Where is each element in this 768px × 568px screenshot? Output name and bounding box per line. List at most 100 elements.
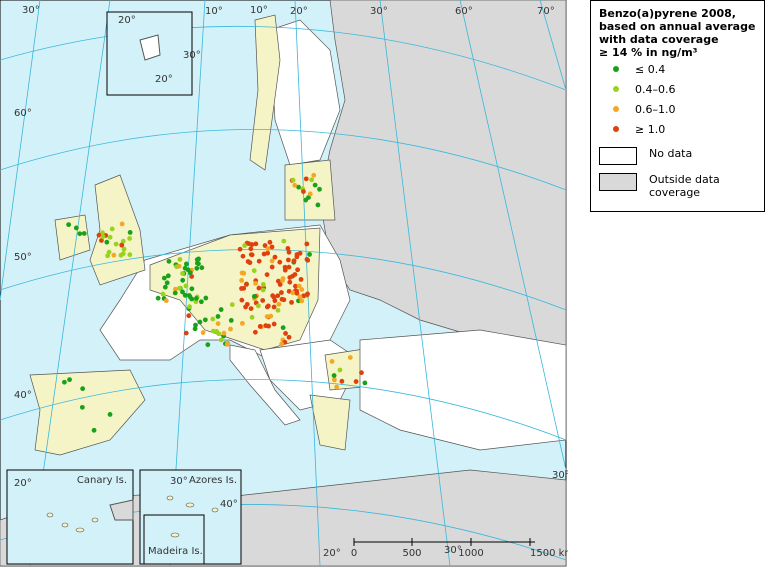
station xyxy=(119,221,125,227)
station xyxy=(100,234,106,240)
station xyxy=(312,182,318,188)
station xyxy=(182,292,188,298)
station xyxy=(291,258,297,264)
station xyxy=(199,265,205,271)
graticule-label: 60° xyxy=(455,6,473,17)
station xyxy=(242,243,248,248)
station xyxy=(282,264,288,270)
legend-class: 0.6–1.0 xyxy=(599,99,756,119)
station xyxy=(332,377,337,383)
islands xyxy=(46,495,219,538)
station xyxy=(228,326,233,332)
station xyxy=(239,320,245,326)
station xyxy=(99,238,104,243)
station xyxy=(307,251,312,257)
station xyxy=(215,314,221,319)
legend-label: 0.4–0.6 xyxy=(635,82,676,96)
station xyxy=(256,285,262,291)
station xyxy=(109,226,115,232)
station xyxy=(253,241,259,247)
station xyxy=(307,191,313,197)
svalbard xyxy=(139,34,161,61)
station xyxy=(271,321,277,327)
station xyxy=(189,274,195,279)
meridian xyxy=(539,0,567,91)
station xyxy=(260,298,266,303)
graticule-label: 60° xyxy=(14,108,32,119)
station xyxy=(280,278,285,283)
station xyxy=(303,176,309,182)
graticule-label: 10° xyxy=(205,6,223,17)
station xyxy=(180,289,185,295)
station xyxy=(243,304,248,310)
station xyxy=(271,294,277,300)
station xyxy=(272,254,278,260)
station xyxy=(362,380,368,386)
station xyxy=(295,267,301,273)
station xyxy=(271,304,277,310)
legend-label: ≤ 0.4 xyxy=(635,62,666,76)
station xyxy=(113,241,119,247)
station xyxy=(105,253,111,259)
station xyxy=(189,286,195,292)
legend-dot xyxy=(613,86,619,92)
scale-label: 1500 km xyxy=(530,548,568,559)
station xyxy=(329,358,335,364)
inset-label: Madeira Is. xyxy=(148,546,203,557)
madeira-inset xyxy=(143,514,205,565)
legend-title: Benzo(a)pyrene 2008, based on annual ave… xyxy=(599,7,756,59)
station xyxy=(241,270,247,276)
scale-label: 1000 xyxy=(458,548,483,559)
station xyxy=(161,275,167,281)
graticule-label: 20° xyxy=(155,74,173,85)
parallel xyxy=(0,249,567,311)
station xyxy=(160,291,166,297)
station xyxy=(228,318,234,323)
meridian xyxy=(459,0,567,471)
legend-class: ≥ 1.0 xyxy=(599,119,756,139)
station xyxy=(334,384,340,390)
graticule-label: 30° xyxy=(370,6,388,17)
map: 0 500 1000 1500 km 30° 20° 10° 20° 30° 10° 20° 30°… xyxy=(0,0,568,567)
station xyxy=(183,330,189,336)
station xyxy=(165,273,171,279)
station xyxy=(281,238,287,244)
station xyxy=(172,290,178,296)
station xyxy=(162,284,168,290)
scale-label: 0 xyxy=(351,548,357,559)
station xyxy=(269,264,275,270)
station xyxy=(210,316,216,322)
parallel xyxy=(0,129,567,191)
inset-label: Canary Is. xyxy=(77,475,127,486)
station xyxy=(297,294,303,300)
legend-outside: Outside data coverage xyxy=(599,173,756,199)
station xyxy=(298,277,304,282)
legend-dot xyxy=(613,106,619,112)
legend-dot xyxy=(613,126,619,132)
station xyxy=(359,370,364,376)
station xyxy=(91,427,97,433)
legend-label: No data xyxy=(649,147,693,160)
station xyxy=(283,331,288,336)
station xyxy=(289,299,294,305)
station xyxy=(249,314,255,320)
legend-class: ≤ 0.4 xyxy=(599,59,756,79)
station xyxy=(252,329,258,335)
graticule-label: 10° xyxy=(250,5,268,16)
station xyxy=(315,202,321,208)
legend-no-data: No data xyxy=(599,147,756,165)
station xyxy=(73,225,79,231)
station xyxy=(163,298,169,304)
station xyxy=(239,297,245,303)
station xyxy=(292,182,298,188)
station xyxy=(155,295,161,301)
station xyxy=(177,285,182,291)
station xyxy=(186,313,192,319)
station xyxy=(266,323,271,329)
station xyxy=(309,177,315,183)
station xyxy=(287,279,293,285)
station xyxy=(237,246,243,252)
station xyxy=(301,189,306,194)
station xyxy=(260,287,266,293)
graticule-label: 20° xyxy=(290,6,308,17)
